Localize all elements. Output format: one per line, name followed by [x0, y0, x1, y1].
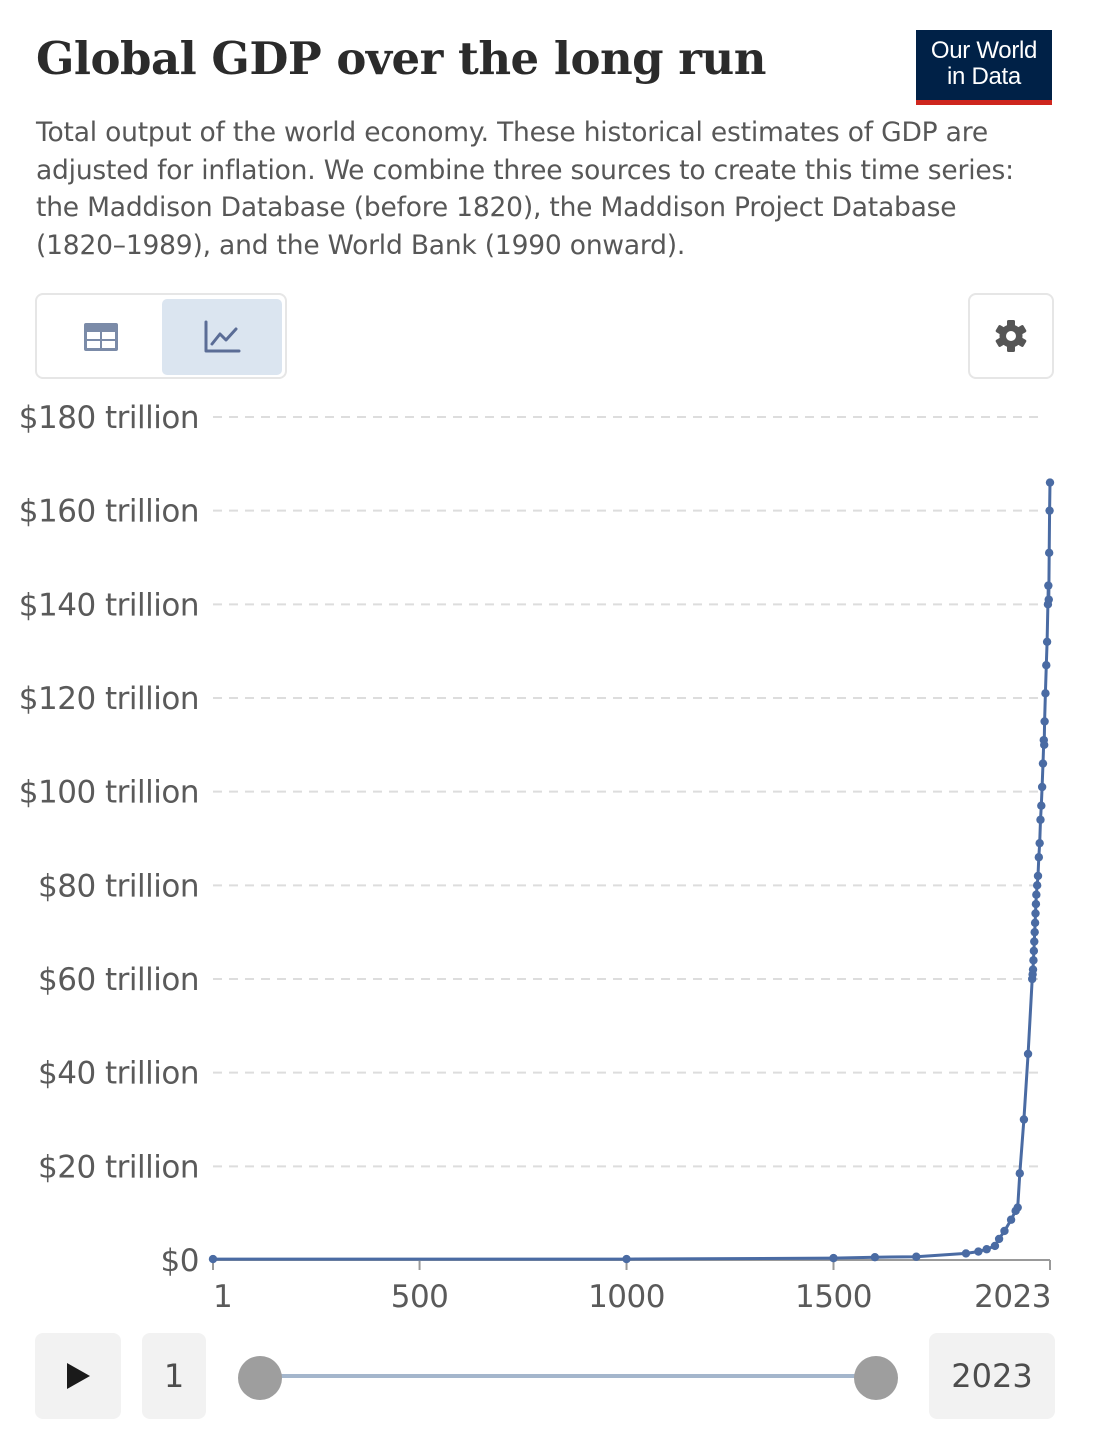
data-point	[1030, 918, 1040, 927]
y-tick-label: $100 trillion	[19, 775, 199, 811]
data-point	[1000, 1226, 1009, 1236]
data-point	[1019, 1115, 1029, 1124]
owid-logo[interactable]: Our World in Data	[916, 30, 1052, 105]
chart-subtitle: Total output of the world economy. These…	[36, 117, 1014, 262]
data-point	[1042, 661, 1051, 670]
series-world-gdp	[208, 478, 1055, 1264]
data-point	[870, 1252, 880, 1262]
grid	[213, 416, 1042, 1168]
settings-button[interactable]	[968, 293, 1054, 379]
data-point	[974, 1247, 983, 1256]
line-chart: $0 $20 trillion $40 trillion $60 trillion $8…	[19, 400, 1055, 1315]
data-point	[1023, 1049, 1033, 1059]
data-point	[1045, 478, 1055, 487]
y-tick-label: $160 trillion	[19, 494, 199, 530]
data-point	[1028, 965, 1038, 974]
data-point	[1044, 595, 1053, 604]
y-tick-label: $0	[161, 1243, 199, 1279]
x-axis: 1 500 1000 1500 2023	[212, 1259, 1052, 1315]
data-point	[1006, 1215, 1016, 1224]
data-point	[912, 1252, 921, 1261]
data-point	[1037, 801, 1046, 810]
y-tick-label: $180 trillion	[19, 400, 199, 436]
data-point	[1029, 956, 1038, 965]
timeline-start-handle[interactable]	[238, 1356, 282, 1400]
data-point	[1038, 759, 1048, 768]
y-tick-label: $40 trillion	[38, 1056, 199, 1092]
y-tick-label: $20 trillion	[38, 1149, 199, 1185]
play-button[interactable]	[35, 1333, 121, 1419]
data-point	[1030, 927, 1039, 937]
x-tick-label: 1000	[588, 1279, 665, 1315]
x-tick-label: 1500	[795, 1279, 872, 1315]
data-point	[1031, 899, 1041, 909]
timeline-start-year[interactable]: 1	[142, 1333, 206, 1419]
data-point	[1032, 881, 1042, 890]
logo-line-2: in Data	[947, 63, 1021, 90]
logo-line-1: Our World	[930, 37, 1038, 64]
series-line	[213, 482, 1052, 1261]
data-point	[1033, 871, 1043, 881]
data-point	[1040, 717, 1049, 726]
timeline-end-year[interactable]: 2023	[929, 1333, 1055, 1419]
data-point	[961, 1249, 971, 1258]
data-point	[1015, 1169, 1024, 1178]
data-point	[1042, 637, 1052, 646]
data-point	[1040, 740, 1049, 750]
data-point	[982, 1245, 991, 1254]
y-tick-label: $60 trillion	[38, 962, 199, 998]
table-icon	[84, 323, 118, 351]
timeline: 1 2023	[35, 1333, 1055, 1419]
tab-table[interactable]	[41, 299, 161, 375]
data-point	[1013, 1203, 1022, 1212]
data-point	[1031, 909, 1040, 918]
data-point	[208, 1254, 218, 1264]
data-point	[829, 1253, 838, 1263]
data-point	[1034, 853, 1044, 862]
y-axis-labels: $0 $20 trillion $40 trillion $60 trillion $8…	[19, 400, 200, 1279]
timeline-slider-track[interactable]	[260, 1374, 876, 1378]
data-point	[1037, 782, 1047, 792]
data-point	[1035, 838, 1044, 848]
play-icon	[67, 1363, 90, 1389]
data-point	[1032, 890, 1041, 899]
data-point	[1044, 581, 1053, 590]
data-point	[1029, 946, 1039, 956]
page-title: Global GDP over the long run	[36, 32, 766, 85]
view-toggle	[35, 293, 287, 379]
data-point	[1044, 548, 1054, 558]
data-point	[1041, 689, 1050, 698]
gear-icon	[995, 320, 1027, 352]
y-tick-label: $140 trillion	[19, 587, 199, 623]
data-point	[990, 1241, 1000, 1251]
x-tick-label: 1	[213, 1279, 232, 1315]
x-tick-label: 2023	[974, 1279, 1051, 1315]
data-point	[1030, 937, 1039, 946]
tab-chart[interactable]	[162, 299, 282, 375]
line-chart-icon	[204, 320, 241, 353]
data-point	[1045, 506, 1054, 515]
y-tick-label: $80 trillion	[38, 868, 199, 904]
data-point	[622, 1254, 631, 1264]
timeline-end-handle[interactable]	[854, 1356, 898, 1400]
data-point	[994, 1234, 1004, 1244]
data-point	[1036, 815, 1045, 824]
y-tick-label: $120 trillion	[19, 681, 199, 717]
x-tick-label: 500	[391, 1279, 449, 1315]
